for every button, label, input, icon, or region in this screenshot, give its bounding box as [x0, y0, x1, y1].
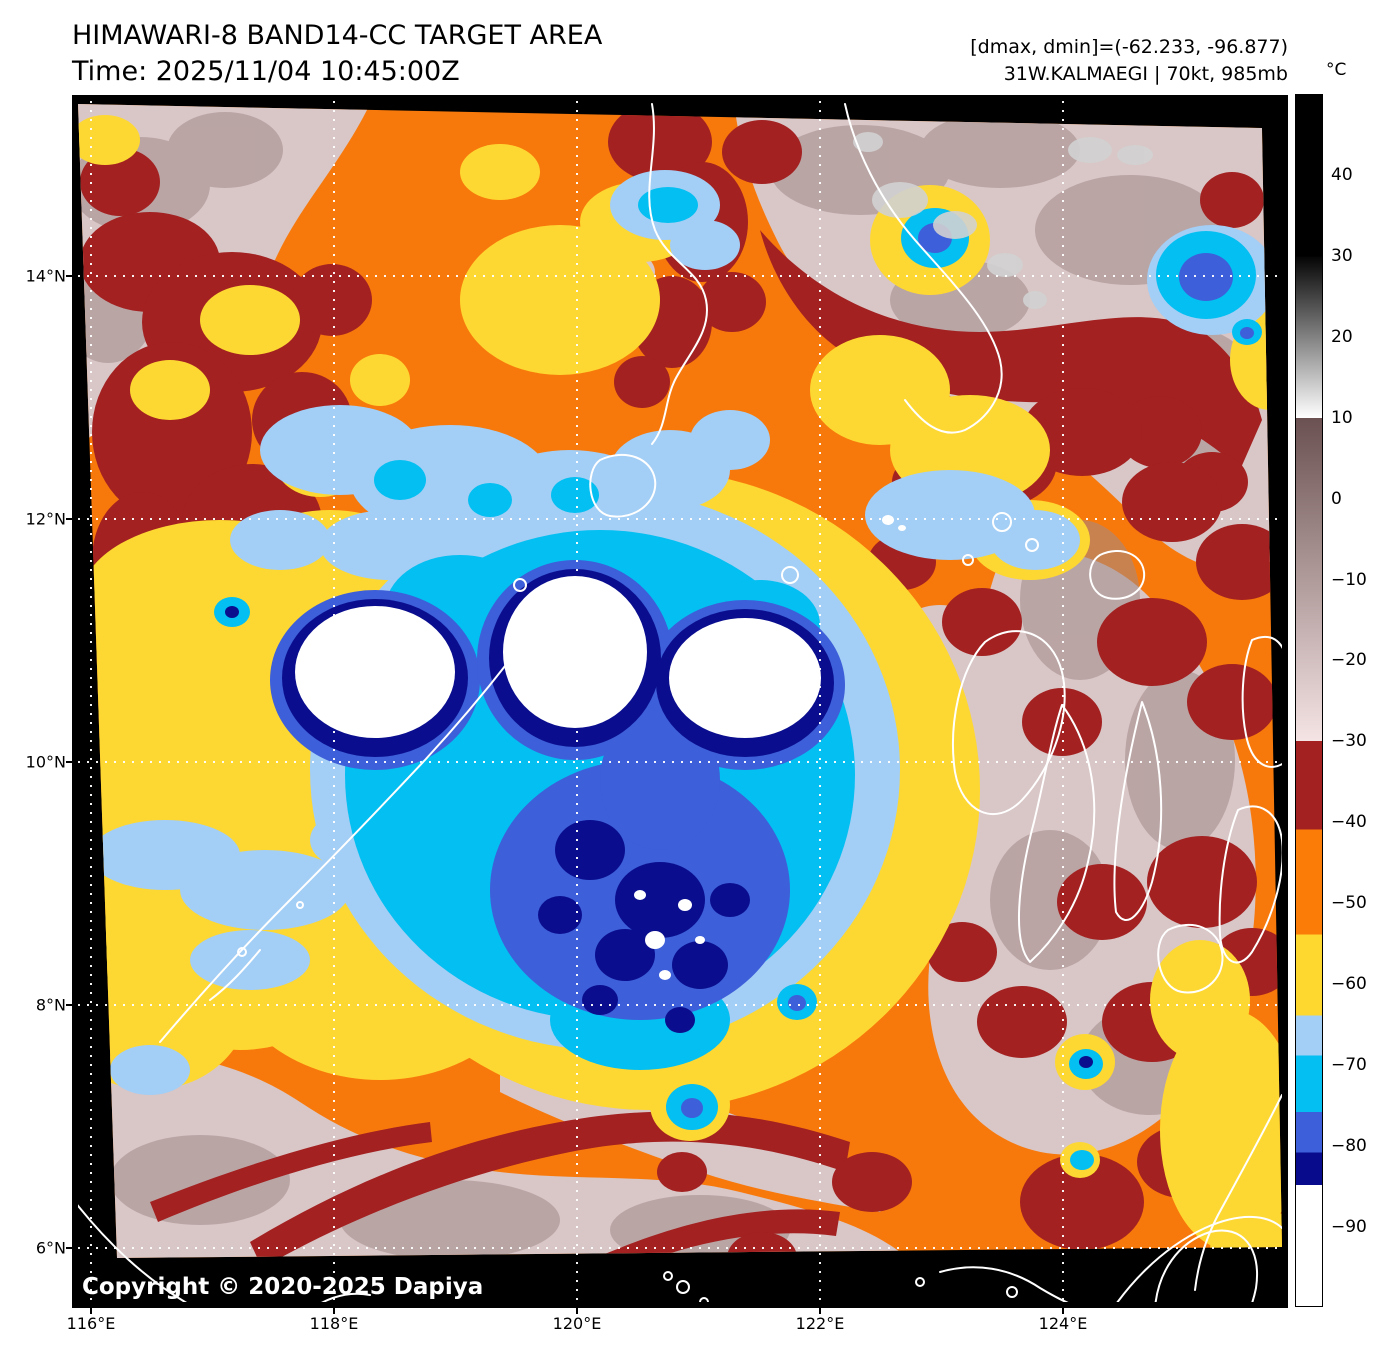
lat-label-8n: 8°N — [35, 995, 66, 1015]
colorbar-tick-30: 30 — [1331, 246, 1353, 266]
colorbar-unit-label: °C — [1326, 60, 1347, 80]
plot-title: HIMAWARI-8 BAND14-CC TARGET AREA Time: 20… — [72, 18, 602, 90]
colorbar-tick-m20: −20 — [1331, 650, 1367, 670]
copyright-text: Copyright © 2020-2025 Dapiya — [82, 1274, 484, 1300]
coast-cebu — [1113, 701, 1163, 921]
coast-borneo — [78, 1204, 188, 1302]
title-line: HIMAWARI-8 BAND14-CC TARGET AREA — [72, 20, 603, 51]
colorbar-tick-10: 10 — [1331, 408, 1353, 428]
colorbar-tick-m40: −40 — [1331, 812, 1367, 832]
colorbar-gradient — [1295, 94, 1323, 1307]
colorbar-tick-m60: −60 — [1331, 974, 1367, 994]
lon-label-116e: 116°E — [66, 1314, 116, 1333]
colorbar-tick-m30: −30 — [1331, 731, 1367, 751]
colorbar-tick-m70: −70 — [1331, 1055, 1367, 1075]
colorbar-tick-0: 0 — [1331, 489, 1342, 509]
colorbar-tick-20: 20 — [1331, 327, 1353, 347]
colorbar-tick-m90: −90 — [1331, 1217, 1367, 1237]
coast-negros — [1018, 704, 1096, 963]
lat-label-10n: 10°N — [25, 752, 66, 772]
colorbar-tick-m50: −50 — [1331, 893, 1367, 913]
coastlines — [78, 103, 1282, 1302]
coast-masbate — [1089, 550, 1146, 600]
coast-palawan — [159, 609, 553, 1043]
coast-panay — [952, 630, 1066, 816]
axis-ticks — [66, 275, 1064, 1314]
lat-label-6n: 6°N — [35, 1238, 66, 1258]
lat-label-12n: 12°N — [25, 509, 66, 529]
coast-mindoro — [589, 453, 657, 518]
coast-luzon-east — [844, 103, 1003, 434]
colorbar-tick-m80: −80 — [1331, 1136, 1367, 1156]
lon-label-122e: 122°E — [795, 1314, 845, 1333]
dmax-dmin-line: [dmax, dmin]=(-62.233, -96.877) — [970, 36, 1288, 58]
lon-label-120e: 120°E — [552, 1314, 602, 1333]
ir-data-swath — [78, 104, 1282, 1258]
coast-bohol — [1157, 924, 1224, 994]
gray-cloud-patches — [853, 132, 1153, 309]
time-line: Time: 2025/11/04 10:45:00Z — [72, 56, 460, 87]
colorbar-tick-40: 40 — [1331, 165, 1353, 185]
annotation-block: [dmax, dmin]=(-62.233, -96.877) 31W.KALMA… — [970, 34, 1288, 88]
lon-label-124e: 124°E — [1038, 1314, 1088, 1333]
lat-label-14n: 14°N — [25, 266, 66, 286]
coast-mindanao — [1116, 1215, 1282, 1302]
lon-label-118e: 118°E — [309, 1314, 359, 1333]
storm-info-line: 31W.KALMAEGI | 70kt, 985mb — [1003, 63, 1288, 85]
coast-luzon-west — [648, 103, 708, 445]
colorbar-tick-m10: −10 — [1331, 570, 1367, 590]
coast-leyte — [1218, 805, 1282, 964]
graticule-grid — [78, 101, 1282, 1302]
coast-samar — [1241, 635, 1282, 768]
